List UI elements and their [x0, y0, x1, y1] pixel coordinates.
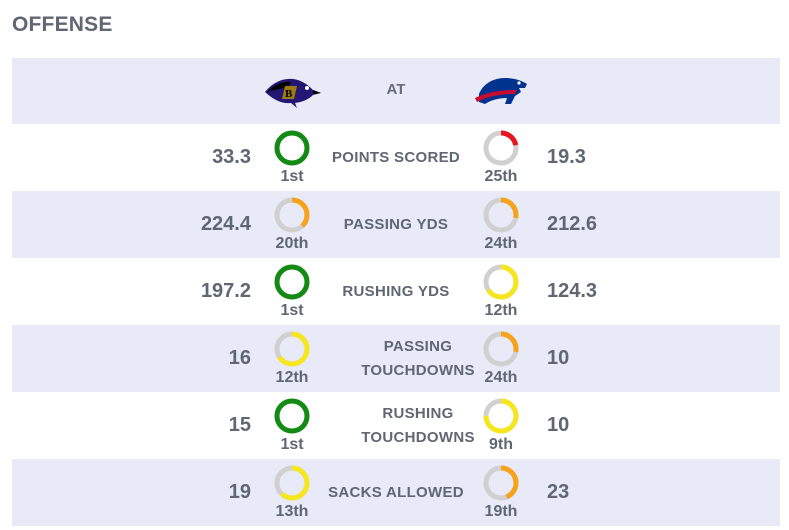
stat-rows: 33.3 1st POINTS SCORED 25th 19.3 224.4 20th PAS… — [12, 124, 780, 526]
matchup-header: B AT — [12, 58, 780, 124]
away-stat-value: 10 — [547, 347, 570, 369]
home-stat-value: 33.3 — [212, 146, 251, 168]
svg-text:B: B — [285, 88, 293, 100]
home-stat-value: 19 — [228, 481, 251, 503]
away-rank-text: 19th — [484, 503, 518, 520]
away-rank-ring — [483, 197, 519, 233]
home-rank-text: 20th — [275, 235, 309, 252]
home-stat-value: 197.2 — [200, 280, 251, 302]
away-rank-text: 9th — [489, 436, 513, 453]
stat-label: RUSHING YDS — [342, 282, 450, 300]
away-rank: 19th — [471, 459, 531, 526]
home-rank: 20th — [262, 191, 322, 258]
away-rank: 9th — [471, 392, 531, 459]
offense-comparison-table: B AT 33.3 1st POINTS SCORED 25th 19.3 224.4 20… — [12, 58, 780, 526]
ravens-logo: B — [265, 78, 321, 108]
stat-label: POINTS SCORED — [331, 148, 461, 166]
away-rank: 12th — [471, 258, 531, 325]
away-rank: 25th — [471, 124, 531, 191]
rank-ring-arc — [274, 264, 310, 300]
rank-ring-arc — [274, 197, 310, 233]
stat-row: 197.2 1st RUSHING YDS 12th 124.3 — [12, 258, 780, 325]
away-stat-value: 124.3 — [547, 280, 598, 302]
rank-ring-arc — [483, 264, 519, 300]
rank-ring-arc — [483, 398, 519, 434]
home-rank-text: 1st — [280, 436, 304, 453]
home-rank-text: 1st — [280, 302, 304, 319]
home-rank-ring — [274, 398, 310, 434]
rank-ring-arc — [483, 465, 519, 501]
rank-ring-arc — [274, 398, 310, 434]
stat-row: 15 1st RUSHING TOUCHDOWNS 9th 10 — [12, 392, 780, 459]
home-rank: 12th — [262, 325, 322, 392]
away-rank-ring — [483, 465, 519, 501]
home-rank-ring — [274, 264, 310, 300]
away-stat-value: 19.3 — [547, 146, 586, 168]
bills-logo — [475, 78, 527, 104]
away-rank-text: 24th — [484, 369, 518, 386]
stat-row: 16 12th PASSING TOUCHDOWNS 24th 10 — [12, 325, 780, 392]
stat-label: SACKS ALLOWED — [328, 483, 464, 501]
rank-ring-arc — [483, 197, 519, 233]
home-rank-ring — [274, 130, 310, 166]
away-stat-value: 23 — [547, 481, 570, 503]
away-rank-text: 24th — [484, 235, 518, 252]
away-rank-text: 12th — [484, 302, 518, 319]
away-stat-value: 10 — [547, 414, 570, 436]
home-rank-text: 13th — [275, 503, 309, 520]
at-label: AT — [386, 81, 406, 98]
home-rank: 1st — [262, 258, 322, 325]
away-rank-text: 25th — [484, 168, 518, 185]
away-rank-ring — [483, 398, 519, 434]
stat-row: 33.3 1st POINTS SCORED 25th 19.3 — [12, 124, 780, 191]
home-rank-text: 1st — [280, 168, 304, 185]
home-rank-ring — [274, 331, 310, 367]
away-rank-ring — [483, 331, 519, 367]
away-rank: 24th — [471, 191, 531, 258]
away-rank-ring — [483, 130, 519, 166]
rank-ring-arc — [274, 465, 310, 501]
stat-label: PASSING TOUCHDOWNS — [361, 337, 475, 379]
home-rank: 1st — [262, 124, 322, 191]
home-stat-value: 16 — [228, 347, 251, 369]
rank-ring-arc — [274, 331, 310, 367]
home-rank: 13th — [262, 459, 322, 526]
home-rank: 1st — [262, 392, 322, 459]
home-stat-value: 15 — [228, 414, 251, 436]
section-title: OFFENSE — [12, 13, 113, 36]
away-stat-value: 212.6 — [547, 213, 598, 235]
rank-ring-arc — [483, 130, 519, 166]
home-rank-ring — [274, 465, 310, 501]
rank-ring-arc — [483, 331, 519, 367]
away-rank-ring — [483, 264, 519, 300]
home-rank-text: 12th — [275, 369, 309, 386]
stat-row: 224.4 20th PASSING YDS 24th 212.6 — [12, 191, 780, 258]
stat-label: PASSING YDS — [343, 215, 449, 233]
stat-row: 19 13th SACKS ALLOWED 19th 23 — [12, 459, 780, 526]
stat-label: RUSHING TOUCHDOWNS — [361, 404, 475, 446]
rank-ring-arc — [274, 130, 310, 166]
away-rank: 24th — [471, 325, 531, 392]
home-rank-ring — [274, 197, 310, 233]
home-stat-value: 224.4 — [200, 213, 251, 235]
